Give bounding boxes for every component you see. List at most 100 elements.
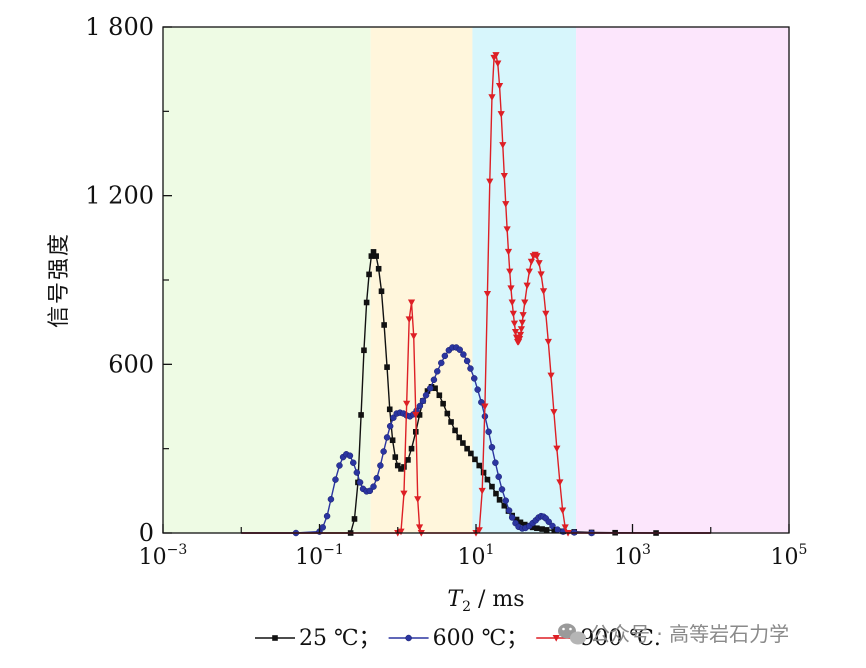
data-point xyxy=(488,94,496,101)
data-point xyxy=(519,312,527,319)
background-bands xyxy=(163,27,789,533)
series-layer xyxy=(241,52,711,537)
data-point xyxy=(502,497,510,504)
data-point xyxy=(432,385,438,392)
legend-swatch-marker xyxy=(405,634,412,642)
data-point xyxy=(483,291,492,298)
x-tick-base: 10 xyxy=(458,545,486,570)
x-axis-label-subscript: 2 xyxy=(462,599,471,615)
data-point xyxy=(415,524,424,531)
data-point xyxy=(517,326,525,333)
data-point xyxy=(527,258,535,266)
data-point xyxy=(424,388,431,394)
band-1 xyxy=(370,27,473,533)
data-point xyxy=(485,428,492,436)
data-point xyxy=(398,466,404,472)
data-point xyxy=(513,516,520,523)
data-point xyxy=(336,462,343,469)
data-point xyxy=(468,450,474,457)
x-axis-label-symbol: T xyxy=(447,587,464,612)
data-point xyxy=(389,437,396,444)
data-point xyxy=(370,249,377,255)
data-point xyxy=(502,201,510,208)
y-axis-label: 信号强度 xyxy=(47,232,72,328)
data-point xyxy=(323,512,331,520)
data-point xyxy=(542,310,550,318)
data-point xyxy=(507,285,515,293)
data-point xyxy=(368,253,375,259)
series-2 xyxy=(241,52,711,537)
data-point xyxy=(397,528,405,536)
data-point xyxy=(489,483,495,490)
data-point xyxy=(559,507,567,515)
data-point xyxy=(366,487,374,495)
data-point xyxy=(484,476,491,483)
data-point xyxy=(456,434,463,441)
x-axis-label: T2 / ms xyxy=(447,587,524,615)
legend-item-1: 600 ℃； xyxy=(388,626,528,651)
data-point xyxy=(408,445,415,452)
data-point xyxy=(394,462,401,469)
data-point xyxy=(401,464,407,470)
data-point xyxy=(327,496,335,503)
data-point xyxy=(370,483,377,490)
data-point xyxy=(505,507,513,514)
data-point xyxy=(525,268,533,276)
legend-label: 25 ℃； xyxy=(299,626,381,651)
data-point xyxy=(448,419,454,425)
data-point xyxy=(556,479,564,486)
data-point xyxy=(480,469,487,476)
y-tick-label: 600 xyxy=(108,350,154,378)
data-point xyxy=(410,333,418,340)
data-point xyxy=(488,444,496,451)
data-point xyxy=(452,427,458,434)
data-point xyxy=(346,452,354,459)
data-point xyxy=(373,474,381,482)
y-tick-label: 1 200 xyxy=(85,182,154,210)
data-point xyxy=(386,422,394,430)
data-point xyxy=(471,375,478,382)
data-point xyxy=(405,457,411,463)
data-point xyxy=(474,386,481,393)
x-tick-label: 10−1 xyxy=(295,542,344,570)
data-point xyxy=(383,434,391,441)
data-point xyxy=(460,440,466,446)
data-point xyxy=(492,52,500,59)
data-point xyxy=(407,299,416,307)
x-tick-exponent: −1 xyxy=(323,542,344,558)
data-point xyxy=(533,253,541,260)
data-point xyxy=(510,320,519,328)
data-point xyxy=(351,516,358,522)
data-point xyxy=(358,412,364,418)
data-point xyxy=(537,271,545,278)
data-point xyxy=(426,384,434,392)
wechat-icon xyxy=(558,623,586,645)
data-point xyxy=(535,260,543,267)
data-point xyxy=(550,409,558,416)
data-point xyxy=(523,282,531,290)
band-0 xyxy=(163,27,371,533)
data-point xyxy=(476,462,483,469)
data-point xyxy=(416,412,423,418)
data-point xyxy=(377,462,384,469)
data-point xyxy=(545,518,552,526)
data-point xyxy=(518,319,526,327)
data-point xyxy=(529,524,536,531)
legend-swatch-marker xyxy=(272,635,278,641)
data-point xyxy=(511,329,520,336)
x-tick-exponent: 1 xyxy=(486,542,495,558)
data-point xyxy=(378,288,385,295)
data-point xyxy=(561,524,569,531)
data-point xyxy=(412,411,420,419)
data-point xyxy=(543,527,550,533)
data-point xyxy=(499,142,507,149)
data-point xyxy=(416,402,424,410)
x-tick-base: 10 xyxy=(614,545,642,570)
data-point xyxy=(508,299,516,307)
data-point xyxy=(495,473,502,481)
data-point xyxy=(481,403,489,411)
data-point xyxy=(547,372,555,380)
data-point xyxy=(497,111,505,118)
